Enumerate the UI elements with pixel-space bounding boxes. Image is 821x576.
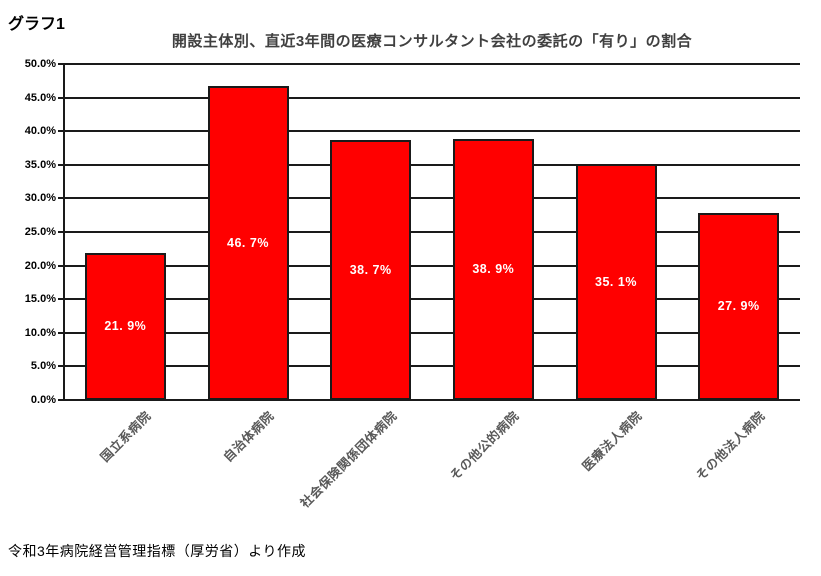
bar: 38. 7% — [330, 139, 412, 400]
y-gridline — [58, 63, 800, 65]
bar-value-label: 35. 1% — [595, 275, 637, 290]
y-tick-label: 40.0% — [24, 125, 56, 138]
x-category-text: 社会保険関係団体病院 — [297, 408, 400, 511]
x-category-text: 医療法人病院 — [579, 408, 645, 474]
y-gridline — [58, 197, 800, 200]
bar-value-label: 21. 9% — [104, 319, 147, 334]
x-category-text: 自治体病院 — [220, 408, 277, 465]
x-category-text: 国立系病院 — [98, 408, 155, 465]
y-tick-label: 45.0% — [24, 91, 56, 104]
x-category-text: その他法人病院 — [693, 408, 768, 484]
bar-value-label: 38. 7% — [349, 262, 392, 277]
bar-value-label: 27. 9% — [717, 299, 760, 314]
bar: 21. 9% — [84, 252, 166, 400]
bar-value-label: 38. 9% — [472, 262, 515, 277]
y-tick-label: 30.0% — [24, 192, 56, 205]
bar: 46. 7% — [207, 86, 289, 400]
bar: 38. 9% — [452, 138, 534, 400]
graph-number-label: グラフ1 — [8, 16, 65, 33]
y-axis-line — [63, 63, 65, 401]
y-gridline — [58, 96, 800, 99]
x-category-text: その他公的病院 — [447, 408, 523, 484]
bar-value-label: 46. 7% — [227, 236, 269, 251]
y-tick-label: 25.0% — [24, 226, 56, 238]
chart-title: 開設主体別、直近3年間の医療コンサルタント会社の委託の「有り」の割合 — [171, 33, 693, 50]
source-note: 令和3年病院経営管理指標（厚労省）より作成 — [8, 543, 307, 559]
y-tick-label: 20.0% — [24, 259, 56, 272]
y-gridline — [58, 331, 800, 334]
y-gridline — [58, 130, 800, 133]
y-tick-label: 50.0% — [24, 58, 56, 70]
y-gridline — [58, 231, 800, 233]
y-tick-label: 10.0% — [24, 326, 56, 339]
y-gridline — [58, 365, 800, 368]
y-tick-label: 5.0% — [30, 360, 56, 373]
bar: 35. 1% — [575, 164, 657, 400]
y-gridline — [58, 399, 800, 401]
y-gridline — [58, 298, 800, 301]
y-tick-label: 0.0% — [30, 394, 56, 406]
bar: 27. 9% — [698, 212, 780, 400]
y-gridline — [58, 163, 800, 166]
y-tick-label: 35.0% — [24, 158, 56, 171]
y-gridline — [58, 264, 800, 267]
y-tick-label: 15.0% — [24, 293, 56, 306]
